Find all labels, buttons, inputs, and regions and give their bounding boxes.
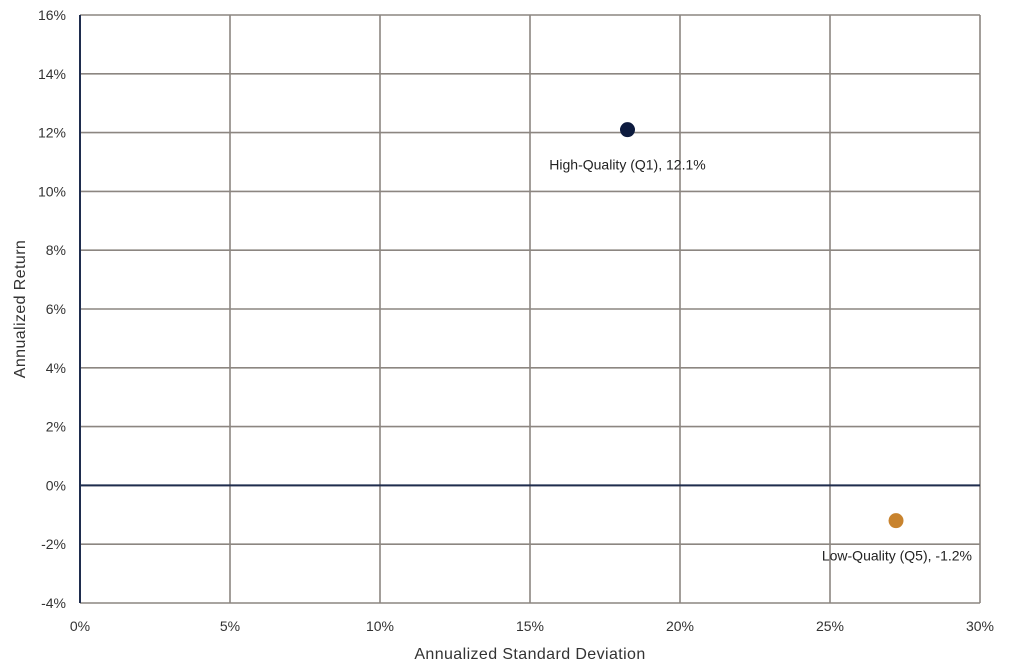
y-axis-title: Annualized Return	[12, 240, 29, 378]
y-tick-label: 12%	[38, 125, 66, 141]
y-tick-label: 8%	[46, 242, 66, 258]
y-tick-label: 0%	[46, 477, 66, 493]
tick-labels: 0% 5% 10% 15% 20% 25% 30% -4% -2% 0% 2% 4% 6% 8% 10% 12…	[38, 7, 994, 634]
y-tick-label: 6%	[46, 301, 66, 317]
data-label-1: High-Quality (Q1), 12.1%	[549, 157, 705, 173]
data-point-1	[620, 122, 635, 138]
x-tick-label: 10%	[366, 618, 394, 634]
y-tick-label: 4%	[46, 360, 66, 376]
x-tick-label: 0%	[70, 618, 90, 634]
data-points	[620, 122, 904, 529]
x-tick-label: 5%	[220, 618, 240, 634]
y-tick-label: 10%	[38, 183, 66, 199]
y-tick-label: -4%	[41, 595, 66, 611]
data-labels: High-Quality (Q1), 12.1% Low-Quality (Q5)…	[549, 157, 972, 564]
y-tick-label: 16%	[38, 7, 66, 23]
x-tick-label: 30%	[966, 618, 994, 634]
y-tick-label: 14%	[38, 66, 66, 82]
axes	[79, 15, 980, 603]
x-tick-label: 25%	[816, 618, 844, 634]
data-label-2: Low-Quality (Q5), -1.2%	[822, 548, 972, 564]
x-axis-title: Annualized Standard Deviation	[414, 646, 645, 662]
y-tick-label: -2%	[41, 536, 66, 552]
x-tick-label: 20%	[666, 618, 694, 634]
x-tick-label: 15%	[516, 618, 544, 634]
data-point-2	[888, 513, 904, 529]
y-tick-label: 2%	[46, 419, 66, 435]
